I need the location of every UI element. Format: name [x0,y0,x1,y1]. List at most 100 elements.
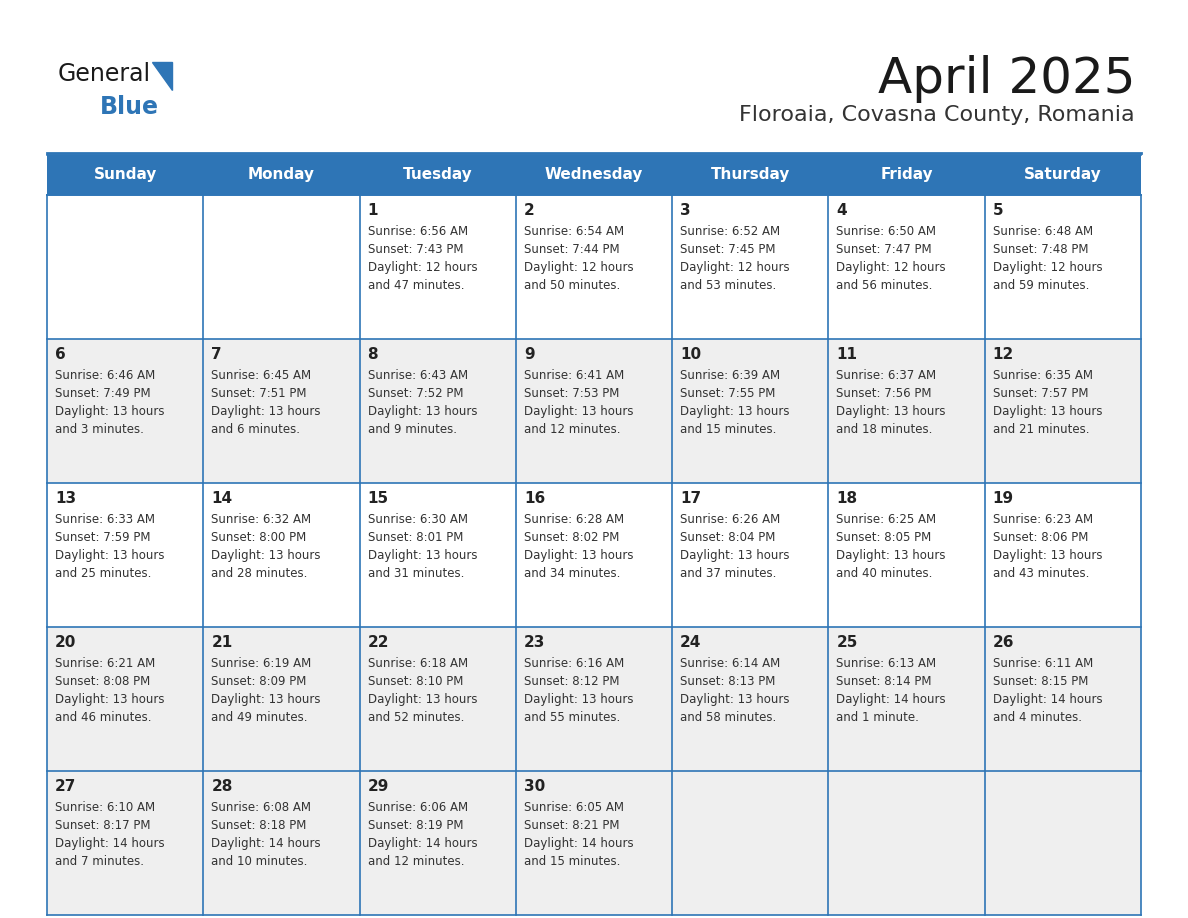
Bar [985,627,1140,771]
Text: Sunset: 7:45 PM: Sunset: 7:45 PM [681,243,776,256]
Text: 17: 17 [681,491,701,506]
Text: Daylight: 13 hours: Daylight: 13 hours [55,693,164,706]
Text: 4: 4 [836,203,847,218]
Text: Sunrise: 6:10 AM: Sunrise: 6:10 AM [55,801,156,814]
Text: Sunset: 7:44 PM: Sunset: 7:44 PM [524,243,619,256]
Bar [360,771,516,915]
Text: and 10 minutes.: and 10 minutes. [211,855,308,868]
Text: Sunrise: 6:18 AM: Sunrise: 6:18 AM [367,657,468,670]
Text: Sunrise: 6:33 AM: Sunrise: 6:33 AM [55,513,154,526]
Bar [672,339,828,483]
Text: Daylight: 14 hours: Daylight: 14 hours [55,837,165,850]
Text: 15: 15 [367,491,388,506]
Text: Daylight: 14 hours: Daylight: 14 hours [367,837,478,850]
Text: 27: 27 [55,779,76,794]
Bar [203,627,360,771]
Text: and 25 minutes.: and 25 minutes. [55,567,151,580]
Text: and 50 minutes.: and 50 minutes. [524,279,620,292]
Text: Daylight: 13 hours: Daylight: 13 hours [524,549,633,562]
Text: Sunset: 8:17 PM: Sunset: 8:17 PM [55,819,151,832]
Bar [828,483,985,627]
Text: Thursday: Thursday [710,167,790,183]
Bar [516,771,672,915]
Text: Sunset: 7:51 PM: Sunset: 7:51 PM [211,387,307,400]
Text: 5: 5 [993,203,1004,218]
Bar [985,483,1140,627]
Text: Sunrise: 6:41 AM: Sunrise: 6:41 AM [524,369,624,382]
Text: Daylight: 14 hours: Daylight: 14 hours [211,837,321,850]
Text: Sunrise: 6:06 AM: Sunrise: 6:06 AM [367,801,468,814]
Text: and 18 minutes.: and 18 minutes. [836,423,933,436]
Text: and 9 minutes.: and 9 minutes. [367,423,456,436]
Text: Sunrise: 6:30 AM: Sunrise: 6:30 AM [367,513,468,526]
Text: and 52 minutes.: and 52 minutes. [367,711,465,724]
Text: 16: 16 [524,491,545,506]
Bar [48,195,203,339]
Text: Sunrise: 6:26 AM: Sunrise: 6:26 AM [681,513,781,526]
Text: Daylight: 13 hours: Daylight: 13 hours [524,405,633,418]
Text: Sunset: 8:02 PM: Sunset: 8:02 PM [524,531,619,544]
Text: Sunset: 7:57 PM: Sunset: 7:57 PM [993,387,1088,400]
Text: Sunrise: 6:25 AM: Sunrise: 6:25 AM [836,513,936,526]
Text: Sunset: 8:08 PM: Sunset: 8:08 PM [55,675,150,688]
Text: Floroaia, Covasna County, Romania: Floroaia, Covasna County, Romania [739,105,1135,125]
Bar [203,155,360,195]
Text: Daylight: 13 hours: Daylight: 13 hours [367,549,478,562]
Bar [48,627,203,771]
Text: 11: 11 [836,347,858,362]
Text: 10: 10 [681,347,701,362]
Text: Sunrise: 6:35 AM: Sunrise: 6:35 AM [993,369,1093,382]
Text: and 31 minutes.: and 31 minutes. [367,567,465,580]
Text: Daylight: 13 hours: Daylight: 13 hours [681,693,790,706]
Bar [203,339,360,483]
Bar [985,195,1140,339]
Bar [985,339,1140,483]
Text: Daylight: 13 hours: Daylight: 13 hours [367,405,478,418]
Text: Sunset: 7:48 PM: Sunset: 7:48 PM [993,243,1088,256]
Text: Sunset: 8:10 PM: Sunset: 8:10 PM [367,675,463,688]
Text: Sunset: 8:21 PM: Sunset: 8:21 PM [524,819,619,832]
Text: and 21 minutes.: and 21 minutes. [993,423,1089,436]
Text: 6: 6 [55,347,65,362]
Text: Sunrise: 6:14 AM: Sunrise: 6:14 AM [681,657,781,670]
Bar [985,771,1140,915]
Text: Sunday: Sunday [94,167,157,183]
Text: Sunrise: 6:50 AM: Sunrise: 6:50 AM [836,225,936,238]
Text: Sunset: 8:19 PM: Sunset: 8:19 PM [367,819,463,832]
Text: and 12 minutes.: and 12 minutes. [367,855,465,868]
Text: and 12 minutes.: and 12 minutes. [524,423,620,436]
Text: Sunset: 8:04 PM: Sunset: 8:04 PM [681,531,776,544]
Text: Sunset: 8:13 PM: Sunset: 8:13 PM [681,675,776,688]
Text: Daylight: 12 hours: Daylight: 12 hours [836,261,946,274]
Text: Sunset: 8:09 PM: Sunset: 8:09 PM [211,675,307,688]
Text: Daylight: 13 hours: Daylight: 13 hours [836,549,946,562]
Text: Sunrise: 6:39 AM: Sunrise: 6:39 AM [681,369,781,382]
Bar [516,627,672,771]
Bar [360,627,516,771]
Polygon shape [152,62,172,90]
Text: Saturday: Saturday [1024,167,1101,183]
Text: and 34 minutes.: and 34 minutes. [524,567,620,580]
Text: Daylight: 13 hours: Daylight: 13 hours [993,549,1102,562]
Text: Sunrise: 6:52 AM: Sunrise: 6:52 AM [681,225,781,238]
Text: Sunrise: 6:21 AM: Sunrise: 6:21 AM [55,657,156,670]
Text: Sunrise: 6:43 AM: Sunrise: 6:43 AM [367,369,468,382]
Bar [985,155,1140,195]
Bar [360,483,516,627]
Text: 18: 18 [836,491,858,506]
Text: 22: 22 [367,635,390,650]
Text: 26: 26 [993,635,1015,650]
Bar [672,771,828,915]
Text: and 49 minutes.: and 49 minutes. [211,711,308,724]
Text: Sunrise: 6:56 AM: Sunrise: 6:56 AM [367,225,468,238]
Text: Daylight: 13 hours: Daylight: 13 hours [55,405,164,418]
Text: Daylight: 13 hours: Daylight: 13 hours [836,405,946,418]
Text: Sunrise: 6:45 AM: Sunrise: 6:45 AM [211,369,311,382]
Text: and 43 minutes.: and 43 minutes. [993,567,1089,580]
Text: Tuesday: Tuesday [403,167,473,183]
Text: Sunrise: 6:13 AM: Sunrise: 6:13 AM [836,657,936,670]
Text: Sunset: 8:12 PM: Sunset: 8:12 PM [524,675,619,688]
Bar [672,483,828,627]
Text: and 15 minutes.: and 15 minutes. [681,423,777,436]
Text: Sunrise: 6:19 AM: Sunrise: 6:19 AM [211,657,311,670]
